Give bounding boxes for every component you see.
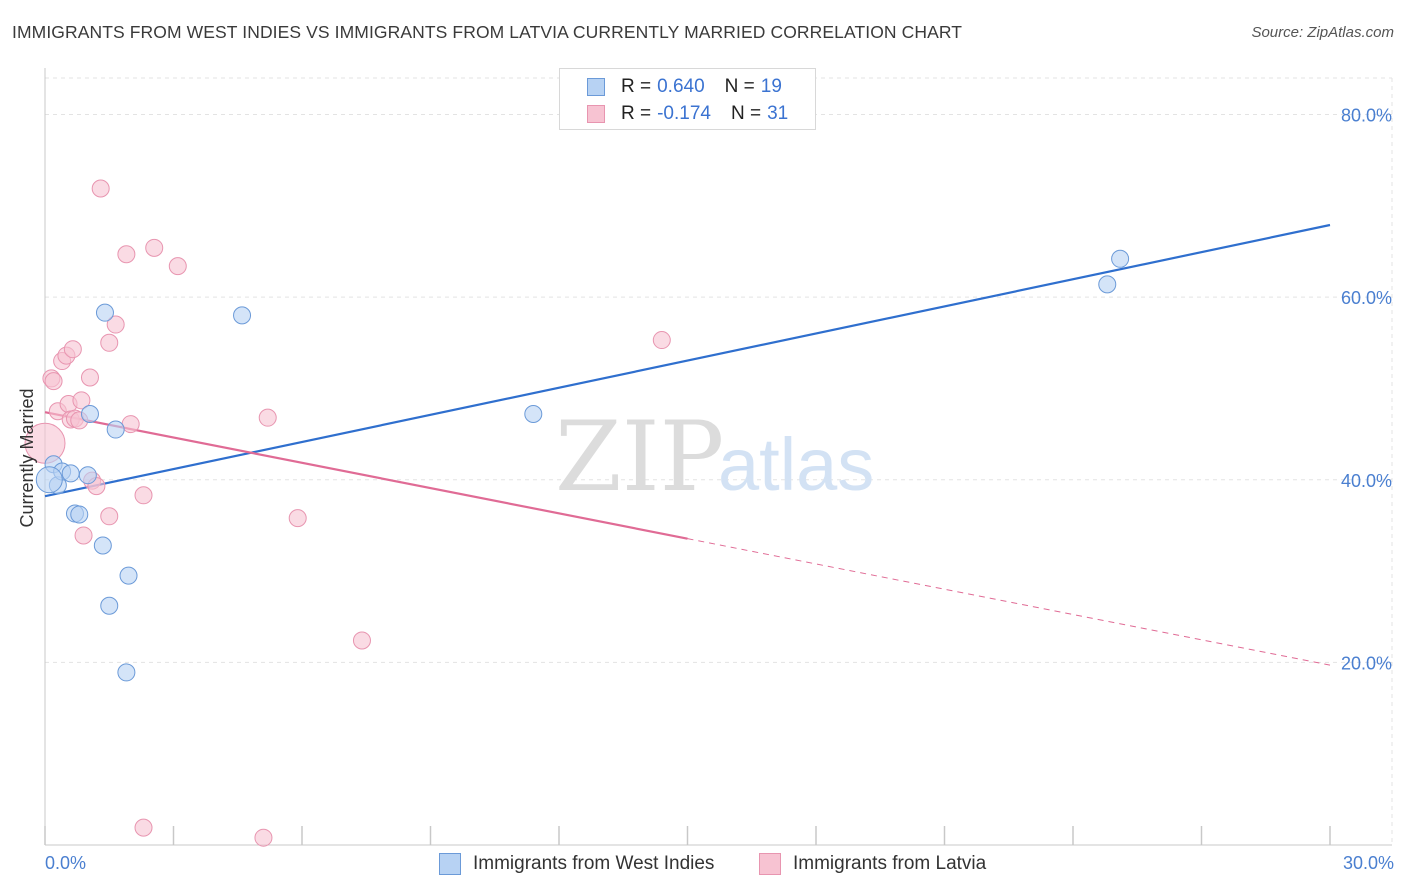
points-layer (24, 179, 1130, 847)
bottom-legend-label-latvia: Immigrants from Latvia (793, 853, 987, 874)
point-latvia (254, 828, 273, 847)
point-latvia (106, 315, 125, 334)
legend-n-label: N = (724, 76, 755, 97)
point-latvia (74, 526, 93, 545)
point-west-indies (117, 663, 136, 682)
trend-line-latvia-extrapolated (687, 538, 1331, 666)
bottom-legend-label-west-indies: Immigrants from West Indies (473, 853, 715, 874)
point-west-indies (1111, 249, 1130, 268)
point-latvia (80, 368, 99, 387)
point-latvia (352, 631, 371, 650)
point-west-indies (93, 536, 112, 555)
legend-row-west-indies: R = 0.640 N = 19 (587, 76, 782, 98)
point-west-indies (1098, 275, 1117, 294)
point-west-indies (524, 405, 543, 424)
point-latvia (117, 245, 136, 264)
point-latvia (145, 238, 164, 257)
point-west-indies (35, 466, 63, 494)
bottom-legend-west-indies: Immigrants from West Indies (439, 851, 714, 877)
tick-label-layer: 20.0% 40.0% 60.0% 80.0% 0.0% 30.0% Currently M… (17, 106, 1394, 873)
y-tick-label: 60.0% (1341, 288, 1392, 308)
point-west-indies (233, 306, 252, 325)
point-west-indies (95, 303, 114, 322)
legend-n-value: 31 (767, 103, 789, 124)
point-latvia (100, 333, 119, 352)
point-west-indies (106, 420, 125, 439)
legend-n-label: N = (730, 103, 762, 124)
watermark-atlas: atlas (718, 423, 874, 506)
legend-r-value: 0.640 (657, 76, 705, 97)
point-latvia (63, 340, 82, 359)
legend-r-label: R = (621, 76, 652, 97)
point-west-indies (70, 505, 89, 524)
x-tick-label: 30.0% (1343, 853, 1394, 873)
bottom-legend-swatch-west-indies (439, 853, 461, 875)
legend-r-value: -0.174 (657, 103, 711, 124)
point-latvia (91, 179, 110, 198)
legend-swatch-latvia (587, 105, 605, 123)
bottom-legend-swatch-latvia (759, 853, 781, 875)
legend-r-label: R = (621, 103, 652, 124)
point-west-indies (80, 405, 99, 424)
point-west-indies (119, 566, 138, 585)
legend-swatch-west-indies (587, 78, 605, 96)
point-latvia (134, 486, 153, 505)
chart-title: IMMIGRANTS FROM WEST INDIES VS IMMIGRANT… (12, 22, 963, 42)
point-latvia (134, 818, 153, 837)
point-west-indies (61, 464, 80, 483)
legend-n-value: 19 (760, 76, 782, 97)
point-latvia (258, 408, 277, 427)
point-latvia (168, 257, 187, 276)
chart-source: Source: ZipAtlas.com (1251, 24, 1394, 41)
point-latvia (72, 391, 91, 410)
watermark: ZIP atlas (555, 401, 874, 513)
point-latvia (100, 507, 119, 526)
point-west-indies (78, 466, 97, 485)
point-latvia (652, 331, 671, 350)
point-latvia (288, 509, 307, 528)
y-tick-label: 40.0% (1341, 471, 1392, 491)
watermark-zip: ZIP (555, 401, 724, 513)
x-tick-label: 0.0% (45, 853, 86, 873)
trend-line-latvia (44, 411, 688, 540)
point-latvia (44, 372, 63, 391)
y-tick-label: 20.0% (1341, 653, 1392, 673)
correlation-legend: R = 0.640 N = 19 R = -0.174 N = 31 (559, 68, 816, 130)
point-west-indies (100, 596, 119, 615)
trend-line-west-indies (44, 223, 1331, 498)
point-latvia (121, 415, 140, 434)
bottom-legend-latvia: Immigrants from Latvia (759, 851, 986, 877)
trend-layer (44, 223, 1331, 666)
y-axis-label: Currently Married (17, 388, 37, 527)
y-tick-label: 80.0% (1341, 106, 1392, 126)
legend-row-latvia: R = -0.174 N = 31 (587, 103, 788, 125)
